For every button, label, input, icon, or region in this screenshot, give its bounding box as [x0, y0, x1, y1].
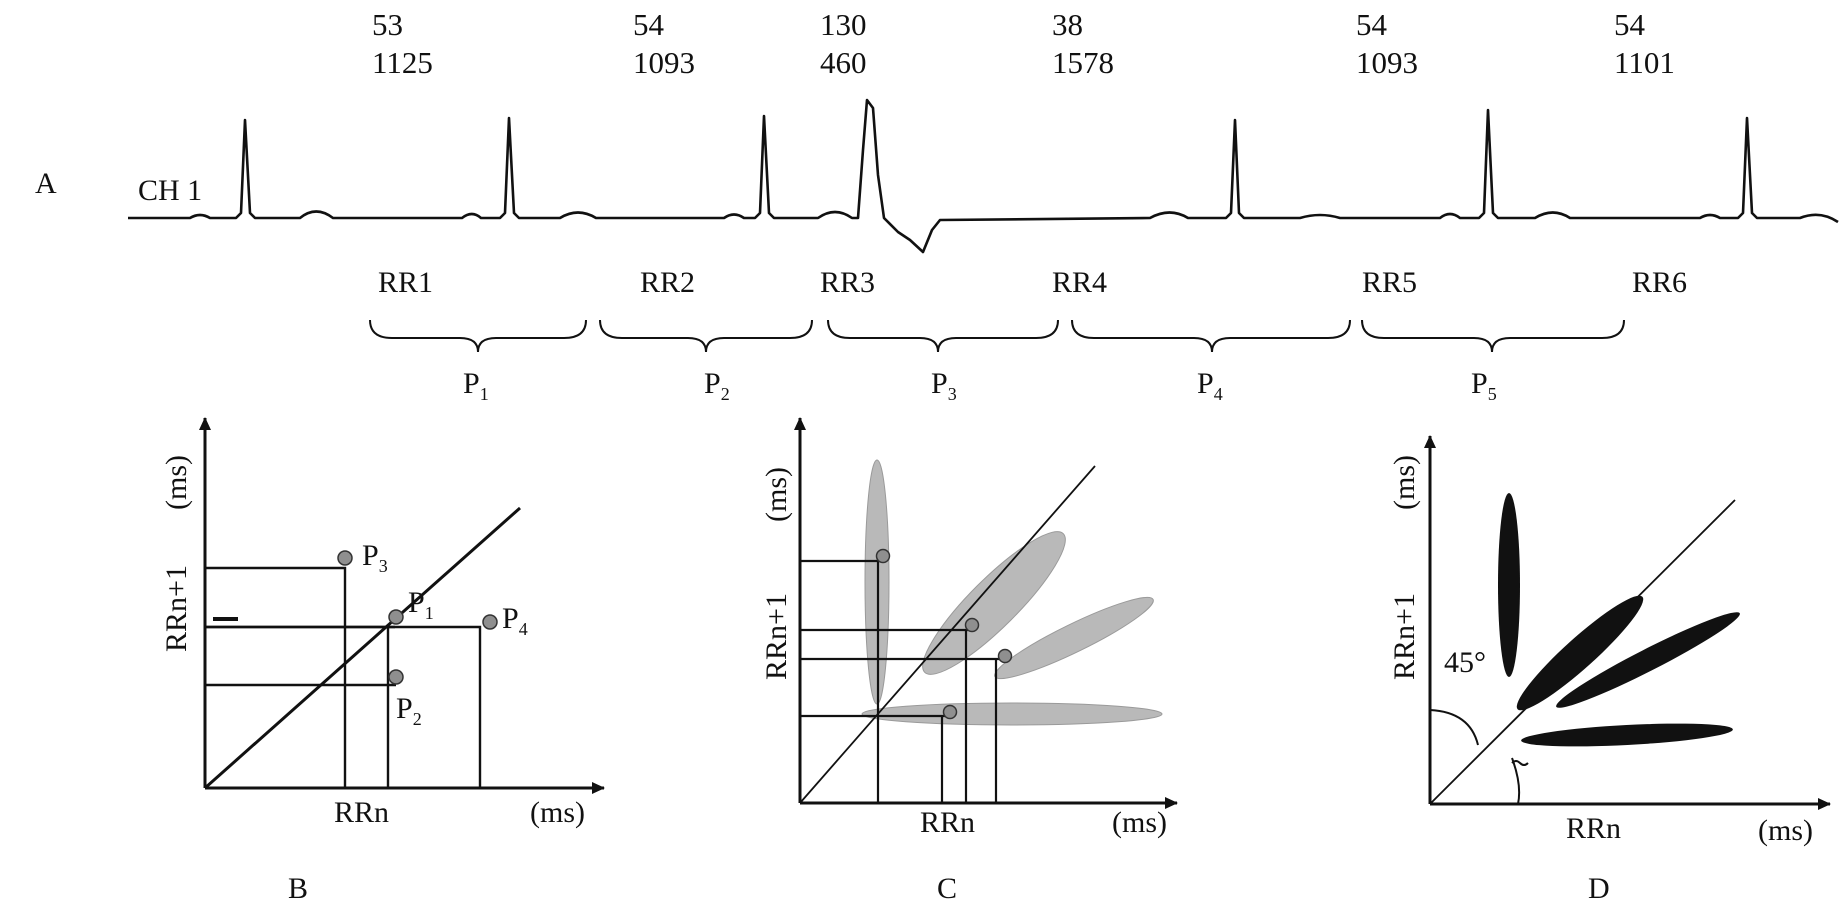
- panel-d-angle-arc-upper: [1429, 709, 1479, 746]
- panel-c-y-unit: (ms): [760, 467, 793, 522]
- panel-d-cluster-horizontal: [1521, 723, 1733, 747]
- brace-p5: [1361, 319, 1625, 353]
- pair-label-2: P2: [704, 367, 730, 404]
- beat-2-bottom: 1093: [633, 45, 695, 80]
- beat-1-top: 53: [372, 7, 403, 42]
- panel-c-x-label: RRn: [920, 806, 975, 839]
- panel-d-cluster-vertical: [1498, 493, 1520, 677]
- panel-c-point-3: [997, 648, 1013, 664]
- panel-d-angle-arc-lower: [1511, 757, 1521, 805]
- panel-c-cloud-horizontal: [861, 702, 1163, 726]
- panel-c-guide-4: [800, 714, 946, 803]
- panel-b-label-p3: P3: [362, 539, 388, 576]
- rr-label-6: RR6: [1632, 266, 1687, 299]
- pair-label-4: P4: [1197, 367, 1223, 404]
- rr-label-4: RR4: [1052, 266, 1107, 299]
- panel-d-tilde-mark: [1511, 760, 1529, 766]
- panel-b-x-unit: (ms): [530, 796, 585, 829]
- panel-b-y-unit: (ms): [160, 455, 193, 510]
- panel-b-label-p2: P2: [396, 692, 422, 729]
- beat-1-bottom: 1125: [372, 45, 433, 80]
- panel-c-x-unit: (ms): [1112, 806, 1167, 839]
- rr-label-5: RR5: [1362, 266, 1417, 299]
- panel-d-y-unit: (ms): [1388, 455, 1421, 510]
- channel-label: CH 1: [138, 174, 202, 207]
- panel-c-identity-line: [799, 465, 1096, 804]
- panel-b-x-label: RRn: [334, 796, 389, 829]
- panel-c-y-label: RRn+1: [760, 593, 793, 680]
- rr-label-2: RR2: [640, 266, 695, 299]
- panel-a-letter: A: [35, 167, 57, 200]
- panel-b-guide-p4: [205, 625, 482, 788]
- pair-label-3: P3: [931, 367, 957, 404]
- panel-d: 45° RRn+1 (ms) RRn (ms) D: [1388, 435, 1831, 905]
- panel-b-letter: B: [288, 872, 308, 905]
- panel-c-point-4: [942, 704, 958, 720]
- beat-5-bottom: 1093: [1356, 45, 1418, 80]
- pair-label-5: P5: [1471, 367, 1497, 404]
- brace-p2: [599, 319, 813, 353]
- panel-d-y-label: RRn+1: [1388, 593, 1421, 680]
- panel-b-y-label: RRn+1: [160, 565, 193, 652]
- panel-b: P3 P1 P4 P2 RRn+1 (ms) RRn (ms) B: [160, 417, 605, 905]
- pair-label-1: P1: [463, 367, 489, 404]
- beat-3-bottom: 460: [820, 45, 867, 80]
- panel-d-angle-label: 45°: [1444, 646, 1486, 679]
- panel-d-cluster-diagonal: [1516, 595, 1644, 711]
- beat-6-bottom: 1101: [1614, 45, 1675, 80]
- panel-b-label-p4: P4: [502, 602, 528, 639]
- panel-c-cloud-diagonal: [922, 531, 1066, 675]
- beat-3-top: 130: [820, 7, 867, 42]
- panel-d-x-unit: (ms): [1758, 814, 1813, 847]
- brace-p1: [369, 319, 587, 353]
- panel-c-point-2: [964, 617, 980, 633]
- panel-b-label-p1: P1: [408, 586, 434, 623]
- beat-4-top: 38: [1052, 7, 1083, 42]
- panel-b-point-p1: [388, 609, 404, 625]
- panel-c: RRn+1 (ms) RRn (ms) C: [760, 417, 1178, 905]
- ecg-trace: [128, 98, 1839, 254]
- panel-a: A CH 1 53 1125 54 1093 130 460 38 1578 5…: [35, 7, 1839, 404]
- beat-6-top: 54: [1614, 7, 1646, 42]
- brace-p4: [1071, 319, 1351, 353]
- beat-5-top: 54: [1356, 7, 1388, 42]
- beat-4-bottom: 1578: [1052, 45, 1114, 80]
- panel-b-identity-line: [204, 506, 521, 790]
- panel-b-guide-p3: [205, 566, 347, 788]
- panel-c-guide-3: [800, 657, 1000, 803]
- beat-2-top: 54: [633, 7, 665, 42]
- panel-d-x-label: RRn: [1566, 812, 1621, 845]
- panel-b-point-p3: [337, 550, 353, 566]
- panel-b-point-p2: [388, 669, 404, 685]
- panel-c-letter: C: [937, 872, 957, 905]
- rr-label-1: RR1: [378, 266, 433, 299]
- panel-b-point-p4: [482, 614, 498, 630]
- rr-label-3: RR3: [820, 266, 875, 299]
- brace-p3: [827, 319, 1059, 353]
- panel-d-cluster-shallow: [1556, 612, 1740, 708]
- panel-d-letter: D: [1588, 872, 1610, 905]
- panel-c-point-1: [875, 548, 891, 564]
